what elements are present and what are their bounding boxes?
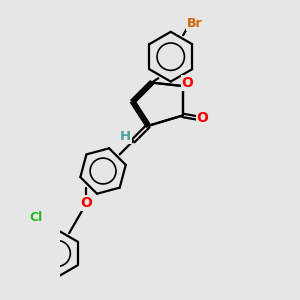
Text: Cl: Cl bbox=[29, 211, 42, 224]
Text: O: O bbox=[182, 76, 194, 90]
Text: Br: Br bbox=[187, 17, 203, 30]
Text: O: O bbox=[197, 111, 208, 125]
Text: O: O bbox=[80, 196, 92, 210]
Text: H: H bbox=[120, 130, 131, 143]
